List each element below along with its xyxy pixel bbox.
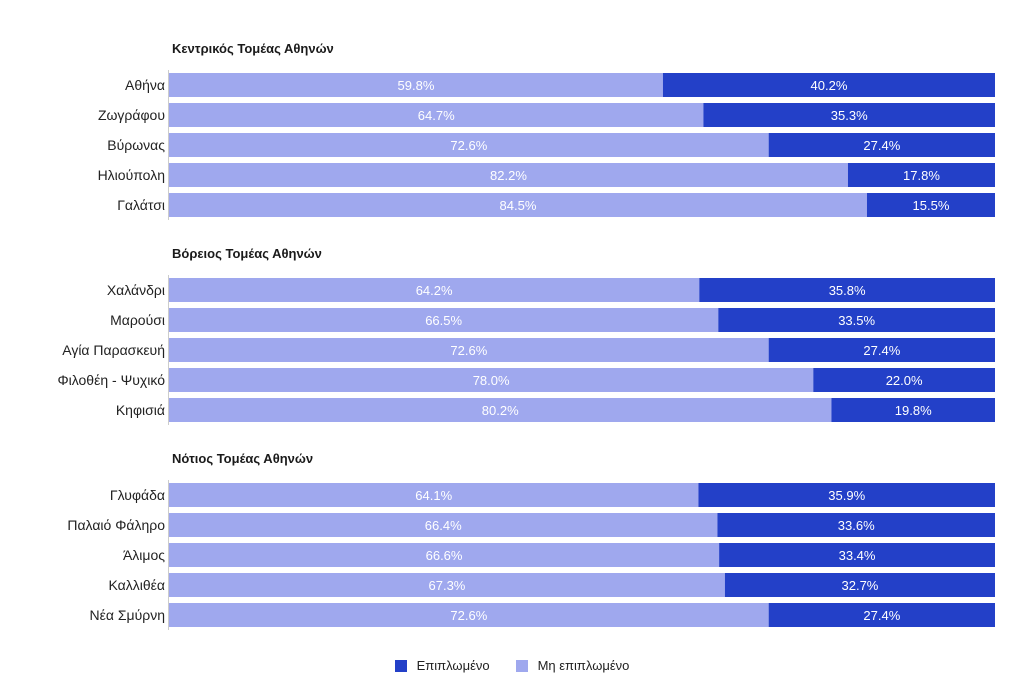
bar-furnished bbox=[768, 603, 995, 627]
value-label-unfurnished: 66.6% bbox=[426, 548, 463, 563]
value-label-furnished: 19.8% bbox=[895, 403, 932, 418]
bar-furnished bbox=[768, 133, 995, 157]
bar-unfurnished bbox=[169, 193, 867, 217]
bar-unfurnished bbox=[169, 483, 699, 507]
value-label-furnished: 33.6% bbox=[838, 518, 875, 533]
group-title: Νότιος Τομέας Αθηνών bbox=[172, 451, 313, 466]
value-label-unfurnished: 59.8% bbox=[398, 78, 435, 93]
value-label-furnished: 33.4% bbox=[839, 548, 876, 563]
bar-furnished bbox=[847, 163, 995, 187]
value-label-furnished: 27.4% bbox=[863, 138, 900, 153]
bar-furnished bbox=[718, 308, 995, 332]
bar-furnished bbox=[703, 103, 995, 127]
bar-unfurnished bbox=[169, 278, 700, 302]
bar-unfurnished bbox=[169, 133, 769, 157]
legend: Επιπλωμένο Μη επιπλωμένο bbox=[0, 658, 1024, 673]
value-label-unfurnished: 80.2% bbox=[482, 403, 519, 418]
value-label-unfurnished: 64.1% bbox=[415, 488, 452, 503]
bar-unfurnished bbox=[169, 338, 769, 362]
value-label-unfurnished: 72.6% bbox=[450, 608, 487, 623]
bar-unfurnished bbox=[169, 513, 718, 537]
category-label: Αθήνα bbox=[125, 77, 165, 93]
bar-furnished bbox=[831, 398, 995, 422]
legend-label-unfurnished: Μη επιπλωμένο bbox=[537, 658, 630, 673]
value-label-unfurnished: 64.7% bbox=[418, 108, 455, 123]
category-label: Άλιμος bbox=[123, 547, 165, 563]
category-label: Καλλιθέα bbox=[109, 577, 166, 593]
bar-unfurnished bbox=[169, 103, 704, 127]
category-label: Γαλάτσι bbox=[117, 197, 165, 213]
value-label-unfurnished: 67.3% bbox=[429, 578, 466, 593]
category-label: Γλυφάδα bbox=[110, 487, 165, 503]
value-label-furnished: 15.5% bbox=[913, 198, 950, 213]
bar-furnished bbox=[813, 368, 995, 392]
bar-unfurnished bbox=[169, 163, 848, 187]
value-label-unfurnished: 82.2% bbox=[490, 168, 527, 183]
value-label-unfurnished: 84.5% bbox=[500, 198, 537, 213]
legend-item-unfurnished[interactable]: Μη επιπλωμένο bbox=[515, 658, 630, 673]
category-label: Αγία Παρασκευή bbox=[62, 342, 165, 358]
value-label-unfurnished: 78.0% bbox=[473, 373, 510, 388]
bar-unfurnished bbox=[169, 308, 719, 332]
legend-label-furnished: Επιπλωμένο bbox=[416, 658, 490, 673]
bar-unfurnished bbox=[169, 73, 663, 97]
bar-furnished bbox=[768, 338, 995, 362]
category-label: Φιλοθέη - Ψυχικό bbox=[57, 372, 165, 388]
value-label-furnished: 35.9% bbox=[828, 488, 865, 503]
value-label-furnished: 32.7% bbox=[842, 578, 879, 593]
bar-furnished bbox=[719, 543, 995, 567]
bar-unfurnished bbox=[169, 543, 720, 567]
value-label-furnished: 35.3% bbox=[831, 108, 868, 123]
category-label: Κηφισιά bbox=[116, 402, 165, 418]
stacked-bar-chart: Κεντρικός Τομέας Αθηνών Αθήνα 59.8% 40.2% Ζω… bbox=[57, 41, 995, 630]
bar-unfurnished bbox=[169, 603, 769, 627]
value-label-furnished: 40.2% bbox=[811, 78, 848, 93]
value-label-furnished: 33.5% bbox=[838, 313, 875, 328]
value-label-unfurnished: 64.2% bbox=[416, 283, 453, 298]
value-label-furnished: 27.4% bbox=[863, 608, 900, 623]
bar-unfurnished bbox=[169, 368, 814, 392]
category-label: Νέα Σμύρνη bbox=[90, 607, 165, 623]
value-label-unfurnished: 66.5% bbox=[425, 313, 462, 328]
value-label-furnished: 27.4% bbox=[863, 343, 900, 358]
bar-furnished bbox=[717, 513, 995, 537]
bar-furnished bbox=[698, 483, 995, 507]
value-label-furnished: 17.8% bbox=[903, 168, 940, 183]
category-label: Ηλιούπολη bbox=[98, 167, 165, 183]
bar-furnished bbox=[662, 73, 995, 97]
bar-unfurnished bbox=[169, 573, 725, 597]
category-label: Ζωγράφου bbox=[98, 107, 165, 123]
value-label-unfurnished: 72.6% bbox=[450, 343, 487, 358]
legend-swatch-furnished bbox=[394, 659, 407, 672]
category-label: Βύρωνας bbox=[107, 137, 165, 153]
bar-furnished bbox=[866, 193, 995, 217]
group-title: Κεντρικός Τομέας Αθηνών bbox=[172, 41, 334, 56]
bar-furnished bbox=[699, 278, 995, 302]
value-label-furnished: 35.8% bbox=[829, 283, 866, 298]
group-title: Βόρειος Τομέας Αθηνών bbox=[172, 246, 322, 261]
value-label-unfurnished: 66.4% bbox=[425, 518, 462, 533]
category-label: Μαρούσι bbox=[110, 312, 165, 328]
legend-item-furnished[interactable]: Επιπλωμένο bbox=[394, 658, 490, 673]
value-label-furnished: 22.0% bbox=[886, 373, 923, 388]
legend-swatch-unfurnished bbox=[515, 659, 528, 672]
bar-unfurnished bbox=[169, 398, 832, 422]
category-label: Χαλάνδρι bbox=[107, 282, 165, 298]
category-label: Παλαιό Φάληρο bbox=[67, 517, 165, 533]
value-label-unfurnished: 72.6% bbox=[450, 138, 487, 153]
bar-furnished bbox=[724, 573, 995, 597]
